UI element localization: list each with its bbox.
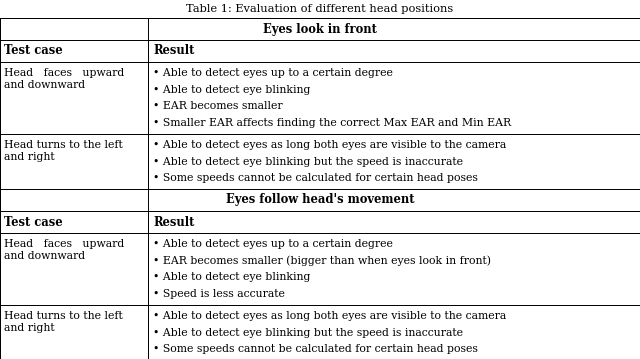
Bar — [0, 40, 148, 62]
Text: Head turns to the left
and right: Head turns to the left and right — [4, 140, 123, 162]
Bar — [0, 18, 640, 40]
Bar — [0, 305, 148, 359]
Text: Eyes follow head's movement: Eyes follow head's movement — [226, 194, 414, 206]
Text: Head   faces   upward
and downward: Head faces upward and downward — [4, 239, 124, 261]
Text: Result: Result — [153, 45, 195, 57]
Text: Eyes look in front: Eyes look in front — [263, 23, 377, 36]
Text: • Smaller EAR affects finding the correct Max EAR and Min EAR: • Smaller EAR affects finding the correc… — [153, 118, 511, 128]
Text: • Able to detect eye blinking but the speed is inaccurate: • Able to detect eye blinking but the sp… — [153, 328, 463, 338]
Text: • Some speeds cannot be calculated for certain head poses: • Some speeds cannot be calculated for c… — [153, 173, 478, 183]
Text: • Able to detect eye blinking: • Able to detect eye blinking — [153, 85, 310, 95]
Text: • Able to detect eyes up to a certain degree: • Able to detect eyes up to a certain de… — [153, 68, 393, 78]
Bar — [148, 62, 640, 134]
Bar — [148, 305, 640, 359]
Text: • EAR becomes smaller (bigger than when eyes look in front): • EAR becomes smaller (bigger than when … — [153, 256, 491, 266]
Text: • Some speeds cannot be calculated for certain head poses: • Some speeds cannot be calculated for c… — [153, 344, 478, 354]
Text: • Able to detect eye blinking but the speed is inaccurate: • Able to detect eye blinking but the sp… — [153, 157, 463, 167]
Text: Table 1: Evaluation of different head positions: Table 1: Evaluation of different head po… — [186, 4, 454, 14]
Text: Result: Result — [153, 215, 195, 228]
Bar — [148, 134, 640, 189]
Text: • Able to detect eyes as long both eyes are visible to the camera: • Able to detect eyes as long both eyes … — [153, 140, 506, 150]
Bar — [0, 134, 148, 189]
Text: Test case: Test case — [4, 215, 63, 228]
Bar — [148, 211, 640, 233]
Bar — [148, 233, 640, 305]
Text: Head   faces   upward
and downward: Head faces upward and downward — [4, 68, 124, 90]
Text: • Speed is less accurate: • Speed is less accurate — [153, 289, 285, 299]
Text: Test case: Test case — [4, 45, 63, 57]
Text: • Able to detect eyes up to a certain degree: • Able to detect eyes up to a certain de… — [153, 239, 393, 249]
Text: • Able to detect eye blinking: • Able to detect eye blinking — [153, 272, 310, 283]
Bar — [148, 40, 640, 62]
Text: • EAR becomes smaller: • EAR becomes smaller — [153, 102, 283, 112]
Text: Head turns to the left
and right: Head turns to the left and right — [4, 311, 123, 332]
Bar — [0, 211, 148, 233]
Bar — [0, 233, 148, 305]
Text: • Able to detect eyes as long both eyes are visible to the camera: • Able to detect eyes as long both eyes … — [153, 311, 506, 321]
Bar — [0, 189, 640, 211]
Bar — [0, 62, 148, 134]
